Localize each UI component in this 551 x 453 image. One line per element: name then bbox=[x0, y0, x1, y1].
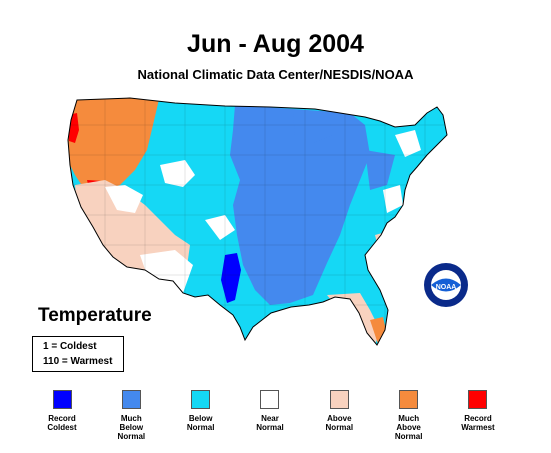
legend-label: Record Coldest bbox=[47, 414, 77, 432]
map-title: Jun - Aug 2004 bbox=[187, 30, 364, 58]
legend-item: Record Coldest bbox=[40, 390, 84, 450]
scale-box: 1 = Coldest 110 = Warmest bbox=[32, 336, 124, 372]
legend-item: Above Normal bbox=[317, 390, 361, 450]
legend-swatch bbox=[468, 390, 488, 409]
noaa-logo: NOAA bbox=[423, 262, 469, 308]
scale-coldest-label: 1 = Coldest bbox=[43, 341, 97, 352]
legend-heading: Temperature bbox=[38, 305, 152, 326]
legend-label: Near Normal bbox=[256, 414, 284, 432]
noaa-logo-text: NOAA bbox=[436, 284, 457, 291]
legend-swatch bbox=[191, 390, 211, 409]
legend-label: Record Warmest bbox=[461, 414, 495, 432]
legend-item: Below Normal bbox=[179, 390, 223, 450]
legend-swatch bbox=[329, 390, 349, 409]
color-legend: Record Coldest Much Below Normal Below N… bbox=[40, 390, 500, 450]
map-subtitle: National Climatic Data Center/NESDIS/NOA… bbox=[137, 67, 414, 82]
legend-item: Near Normal bbox=[248, 390, 292, 450]
legend-label: Much Below Normal bbox=[117, 414, 146, 441]
us-temperature-map bbox=[65, 95, 465, 365]
legend-label: Above Normal bbox=[325, 414, 354, 432]
scale-warmest-label: 110 = Warmest bbox=[43, 356, 113, 367]
legend-swatch bbox=[399, 390, 419, 409]
legend-item: Much Below Normal bbox=[109, 390, 153, 450]
legend-swatch bbox=[121, 390, 141, 409]
legend-swatch bbox=[260, 390, 280, 409]
legend-label: Below Normal bbox=[186, 414, 215, 432]
legend-item: Record Warmest bbox=[456, 390, 500, 450]
legend-swatch bbox=[52, 390, 72, 409]
legend-label: Much Above Normal bbox=[394, 414, 423, 441]
legend-item: Much Above Normal bbox=[387, 390, 431, 450]
